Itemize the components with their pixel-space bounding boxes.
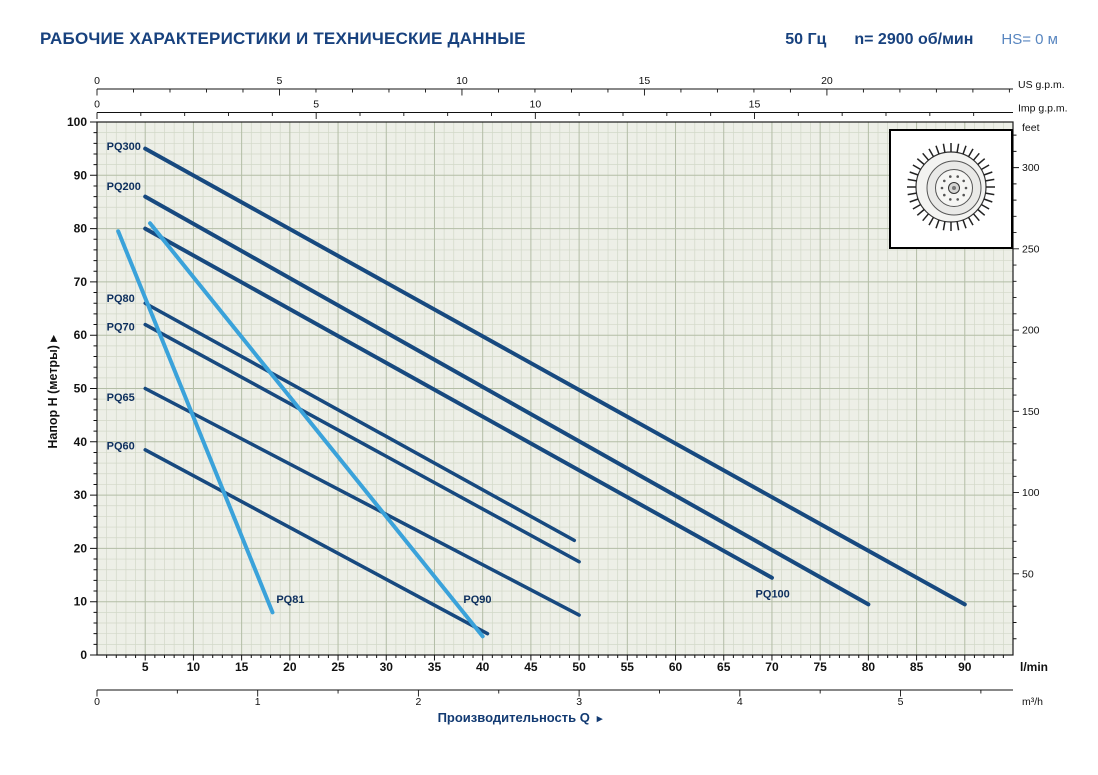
svg-text:5: 5	[898, 696, 904, 708]
m3h-axis: 0 1 2 3 4 5 m³/h	[94, 689, 1043, 708]
feet-axis: 50 100 150 200 250 300 feet	[1013, 122, 1040, 640]
curve-labels: PQ300 PQ200 PQ100 PQ80 PQ70 PQ65 PQ60 PQ81 PQ90	[107, 141, 790, 606]
curve-label-PQ80: PQ80	[107, 293, 135, 305]
svg-text:35: 35	[428, 660, 442, 674]
svg-text:4: 4	[737, 696, 743, 708]
svg-text:55: 55	[621, 660, 635, 674]
svg-text:30: 30	[380, 660, 394, 674]
svg-text:10: 10	[456, 75, 468, 87]
svg-text:100: 100	[67, 115, 87, 129]
header-specs: 50 Гц n= 2900 об/мин HS= 0 м	[785, 31, 1058, 49]
right-arrow-icon: ▸	[596, 713, 603, 725]
imp-gpm-axis-unit-label: Imp g.p.m.	[1018, 103, 1068, 115]
svg-text:2: 2	[415, 696, 421, 708]
svg-text:40: 40	[74, 435, 88, 449]
svg-text:10: 10	[529, 99, 541, 111]
svg-text:80: 80	[862, 660, 876, 674]
svg-text:15: 15	[749, 99, 761, 111]
curve-PQ65	[143, 386, 581, 617]
svg-text:20: 20	[821, 75, 833, 87]
svg-text:300: 300	[1022, 162, 1040, 174]
svg-text:0: 0	[94, 75, 100, 87]
svg-text:85: 85	[910, 660, 924, 674]
svg-text:75: 75	[813, 660, 827, 674]
curve-label-PQ65: PQ65	[107, 392, 135, 404]
svg-text:15: 15	[639, 75, 651, 87]
curve-label-PQ200: PQ200	[107, 181, 141, 193]
suction-head-label: HS= 0 м	[1001, 31, 1058, 48]
svg-text:10: 10	[74, 595, 88, 609]
svg-text:15: 15	[235, 660, 249, 674]
svg-text:60: 60	[669, 660, 683, 674]
pump-curves	[116, 146, 967, 639]
lmin-unit-label: l/min	[1020, 660, 1048, 674]
x-axis-title-text: Производительность Q	[437, 710, 590, 725]
svg-text:20: 20	[283, 660, 297, 674]
svg-text:50: 50	[74, 382, 88, 396]
svg-text:30: 30	[74, 488, 88, 502]
svg-text:50: 50	[572, 660, 586, 674]
svg-text:60: 60	[74, 328, 88, 342]
frequency-label: 50 Гц	[785, 31, 827, 48]
svg-text:200: 200	[1022, 325, 1040, 337]
curve-label-PQ70: PQ70	[107, 322, 135, 334]
curve-PQ100	[143, 226, 774, 580]
curve-PQ80	[143, 301, 577, 543]
curve-PQ90	[148, 221, 485, 639]
svg-text:5: 5	[142, 660, 149, 674]
svg-text:40: 40	[476, 660, 490, 674]
svg-text:90: 90	[958, 660, 972, 674]
svg-text:70: 70	[74, 275, 88, 289]
us-gpm-axis: 0 5 10 15 20 US g.p.m.	[94, 75, 1065, 96]
svg-text:25: 25	[331, 660, 345, 674]
curve-label-PQ300: PQ300	[107, 141, 141, 153]
svg-text:70: 70	[765, 660, 779, 674]
curve-label-PQ100: PQ100	[756, 589, 790, 601]
svg-text:100: 100	[1022, 487, 1040, 499]
impeller-blades	[907, 143, 995, 231]
svg-text:1: 1	[255, 696, 261, 708]
m3h-axis-unit-label: m³/h	[1022, 696, 1043, 708]
us-gpm-axis-unit-label: US g.p.m.	[1018, 79, 1065, 91]
svg-text:10: 10	[187, 660, 201, 674]
lmin-axis: 5 10 15 20 25 30 35 40 45 50 55 60 65 70 75 80 85 90 l/min	[106, 655, 1048, 674]
x-axis-title: Производительность Q ▸	[97, 710, 943, 725]
svg-text:5: 5	[277, 75, 283, 87]
svg-text:65: 65	[717, 660, 731, 674]
svg-text:80: 80	[74, 222, 88, 236]
svg-text:90: 90	[74, 168, 88, 182]
curve-PQ70	[143, 322, 581, 564]
y-axis-title: Напор H (метры) ▸	[46, 334, 60, 449]
page-title: РАБОЧИЕ ХАРАКТЕРИСТИКИ И ТЕХНИЧЕСКИЕ ДАН…	[40, 29, 526, 48]
curve-label-PQ90: PQ90	[463, 594, 491, 606]
svg-text:0: 0	[94, 99, 100, 111]
speed-label: n= 2900 об/мин	[854, 31, 974, 48]
svg-text:5: 5	[313, 99, 319, 111]
curve-label-PQ81: PQ81	[276, 594, 304, 606]
svg-text:50: 50	[1022, 568, 1034, 580]
chart-root: PQ300 PQ200 PQ100 PQ80 PQ70 PQ65 PQ60 PQ81 PQ90 0…	[46, 75, 1068, 708]
feet-unit-label: feet	[1022, 122, 1040, 134]
curve-PQ81	[116, 229, 275, 615]
curve-PQ200	[143, 194, 871, 607]
svg-text:3: 3	[576, 696, 582, 708]
svg-text:250: 250	[1022, 243, 1040, 255]
meters-axis: 0 10 20 30 40 50 60 70 80 90 100 Напор H (метры) ▸	[46, 115, 97, 662]
svg-text:20: 20	[74, 541, 88, 555]
svg-text:0: 0	[80, 648, 87, 662]
svg-text:0: 0	[94, 696, 100, 708]
svg-text:150: 150	[1022, 406, 1040, 418]
curve-PQ60	[143, 448, 490, 636]
impeller-image	[889, 129, 1013, 249]
curve-label-PQ60: PQ60	[107, 441, 135, 453]
page-header: РАБОЧИЕ ХАРАКТЕРИСТИКИ И ТЕХНИЧЕСКИЕ ДАН…	[40, 29, 1058, 49]
curve-PQ300	[143, 146, 967, 607]
svg-text:45: 45	[524, 660, 538, 674]
imp-gpm-axis: 0 5 10 15 Imp g.p.m.	[94, 99, 1068, 119]
